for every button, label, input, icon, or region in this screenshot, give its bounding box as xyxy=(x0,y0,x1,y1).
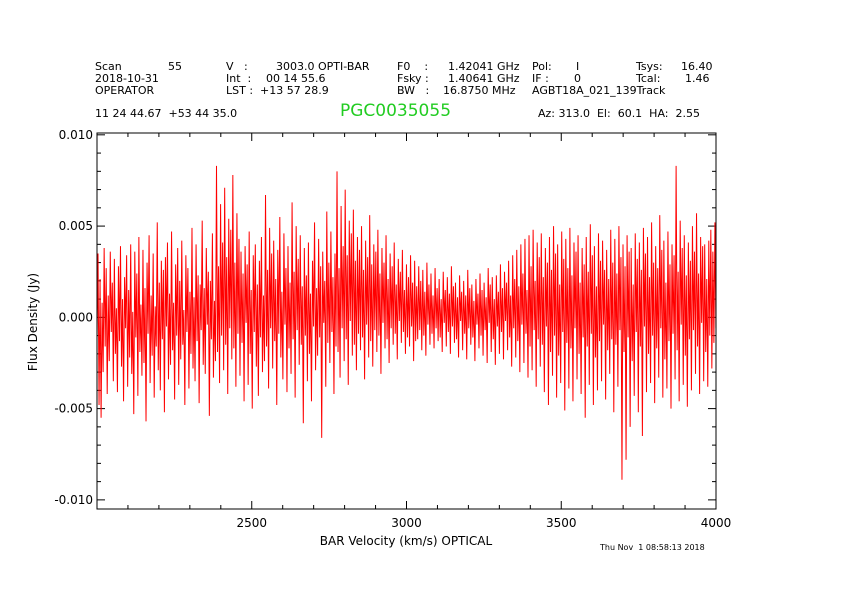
tsys-value: 16.40 xyxy=(681,60,713,73)
spectrum-line xyxy=(96,165,717,480)
tsys-label: Tsys: xyxy=(636,60,663,73)
y-tick-label: -0.010 xyxy=(54,493,93,507)
plot-timestamp: Thu Nov 1 08:58:13 2018 xyxy=(600,543,705,552)
fsky-label-text: Fsky xyxy=(397,72,422,85)
y-tick-label: 0.000 xyxy=(59,310,93,324)
bw-value: 16.8750 MHz xyxy=(443,84,516,97)
fsky-label: Fsky : xyxy=(397,72,429,85)
observer: OPERATOR xyxy=(95,84,155,97)
y-axis-label: Flux Density (Jy) xyxy=(26,273,40,371)
tcal-value: 1.46 xyxy=(685,72,710,85)
source-name: PGC0035055 xyxy=(340,101,452,121)
v-label: V : xyxy=(226,60,248,73)
x-tick-label: 3500 xyxy=(546,516,577,530)
plot-frame xyxy=(96,132,717,510)
bw-label-text: BW xyxy=(397,84,416,97)
int-value: 00 14 55.6 xyxy=(266,72,326,85)
int-label-text: Int xyxy=(226,72,241,85)
scan-value: 55 xyxy=(168,60,182,73)
y-axis-title: Flux Density (Jy) xyxy=(26,273,40,371)
if-value: 0 xyxy=(574,72,581,85)
fsky-value: 1.40641 GHz xyxy=(448,72,520,85)
int-label: Int : xyxy=(226,72,252,85)
y-tick-label: -0.005 xyxy=(54,402,93,416)
x-axis-label: BAR Velocity (km/s) OPTICAL xyxy=(320,534,493,548)
v-value: 3003.0 OPTI-BAR xyxy=(276,60,370,73)
f0-value: 1.42041 GHz xyxy=(448,60,520,73)
x-tick-label: 4000 xyxy=(701,516,732,530)
scan-label: Scan xyxy=(95,60,122,73)
lst-label-text: LST xyxy=(226,84,246,97)
y-tick-label: 0.010 xyxy=(59,128,93,142)
tcal-label: Tcal: xyxy=(636,72,661,85)
y-tick-label: 0.005 xyxy=(59,219,93,233)
obs-date: 2018-10-31 xyxy=(95,72,159,85)
pol-label: Pol: xyxy=(532,60,552,73)
project-id: AGBT18A_021_139Track xyxy=(532,84,666,97)
az-el-ha: Az: 313.0 El: 60.1 HA: 2.55 xyxy=(538,107,700,120)
lst-value: +13 57 28.9 xyxy=(260,84,329,97)
v-label-text: V xyxy=(226,60,234,73)
x-tick-label: 3000 xyxy=(391,516,422,530)
x-tick-label: 2500 xyxy=(236,516,267,530)
f0-label: F0 : xyxy=(397,60,429,73)
bw-label: BW : xyxy=(397,84,430,97)
lst-label: LST : xyxy=(226,84,254,97)
f0-label-text: F0 xyxy=(397,60,411,73)
coordinates: 11 24 44.67 +53 44 35.0 xyxy=(95,107,238,120)
tick-labels: 2500 3000 3500 4000 -0.010 -0.005 0.000 0.005 0.… xyxy=(54,128,731,530)
if-label: IF : xyxy=(532,72,549,85)
pol-value: I xyxy=(576,60,580,73)
